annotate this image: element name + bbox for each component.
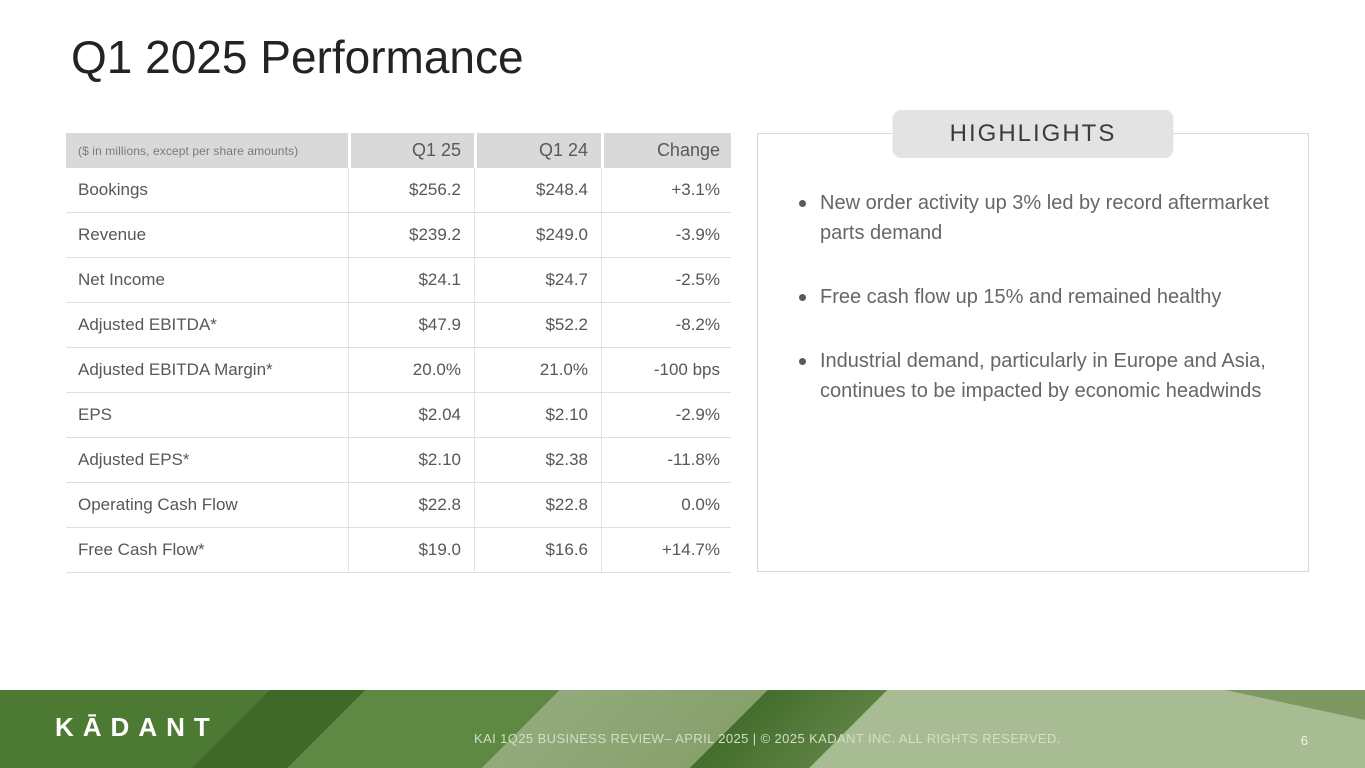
- highlights-heading: HIGHLIGHTS: [892, 110, 1174, 158]
- column-header-q1-25: Q1 25: [348, 133, 474, 168]
- metric-value-q1-25: $24.1: [348, 258, 474, 302]
- metric-value-q1-24: $22.8: [474, 483, 601, 527]
- metric-value-q1-25: $239.2: [348, 213, 474, 257]
- table-row: Operating Cash Flow $22.8 $22.8 0.0%: [66, 483, 731, 528]
- metric-value-q1-25: $2.04: [348, 393, 474, 437]
- footer-corner-accent: [1225, 690, 1365, 720]
- highlight-bullet: Free cash flow up 15% and remained healt…: [798, 282, 1280, 312]
- metric-change: -11.8%: [601, 438, 731, 482]
- metric-label: Adjusted EBITDA Margin*: [78, 360, 273, 379]
- footer-copyright: KAI 1Q25 BUSINESS REVIEW– APRIL 2025 | ©…: [474, 731, 1061, 746]
- metric-label: Net Income: [78, 270, 165, 289]
- metric-value-q1-24: $52.2: [474, 303, 601, 347]
- metric-value-q1-25: $19.0: [348, 528, 474, 572]
- bullet-dot-icon: [799, 294, 806, 301]
- footer-ribbon: KĀDANT: [0, 690, 1365, 768]
- metric-label: EPS: [78, 405, 113, 424]
- metric-label: Adjusted EBITDA*: [78, 315, 217, 334]
- highlights-panel: HIGHLIGHTS New order activity up 3% led …: [757, 110, 1309, 572]
- metric-change: +3.1%: [601, 168, 731, 212]
- metric-change: -2.5%: [601, 258, 731, 302]
- metric-value-q1-24: $2.10: [474, 393, 601, 437]
- metric-value-q1-24: $249.0: [474, 213, 601, 257]
- metric-value-q1-25: $2.10: [348, 438, 474, 482]
- bullet-dot-icon: [799, 358, 806, 365]
- metric-value-q1-24: 21.0%: [474, 348, 601, 392]
- metric-value-q1-24: $16.6: [474, 528, 601, 572]
- table-row: Free Cash Flow* $19.0 $16.6 +14.7%: [66, 528, 731, 573]
- metric-label: Operating Cash Flow: [78, 495, 238, 514]
- metric-change: +14.7%: [601, 528, 731, 572]
- metric-value-q1-25: $256.2: [348, 168, 474, 212]
- metric-value-q1-25: $47.9: [348, 303, 474, 347]
- metric-value-q1-24: $24.7: [474, 258, 601, 302]
- metric-change: -3.9%: [601, 213, 731, 257]
- table-row: Net Income $24.1 $24.7 -2.5%: [66, 258, 731, 303]
- highlight-text: New order activity up 3% led by record a…: [820, 192, 1270, 244]
- metric-value-q1-24: $248.4: [474, 168, 601, 212]
- metric-value-q1-24: $2.38: [474, 438, 601, 482]
- metric-change: -8.2%: [601, 303, 731, 347]
- column-header-q1-24: Q1 24: [474, 133, 601, 168]
- metric-value-q1-25: 20.0%: [348, 348, 474, 392]
- highlight-text: Free cash flow up 15% and remained healt…: [820, 286, 1222, 308]
- metric-change: 0.0%: [601, 483, 731, 527]
- table-row: Revenue $239.2 $249.0 -3.9%: [66, 213, 731, 258]
- table-row: Bookings $256.2 $248.4 +3.1%: [66, 168, 731, 213]
- metric-label: Free Cash Flow*: [78, 540, 205, 559]
- table-row: Adjusted EPS* $2.10 $2.38 -11.8%: [66, 438, 731, 483]
- table-units-note: ($ in millions, except per share amounts…: [78, 143, 299, 158]
- highlight-bullet: New order activity up 3% led by record a…: [798, 188, 1280, 248]
- kadant-logo: KĀDANT: [55, 712, 219, 742]
- financial-table: ($ in millions, except per share amounts…: [66, 133, 731, 573]
- table-row: EPS $2.04 $2.10 -2.9%: [66, 393, 731, 438]
- column-header-change: Change: [601, 133, 731, 168]
- metric-change: -100 bps: [601, 348, 731, 392]
- metric-label: Adjusted EPS*: [78, 450, 190, 469]
- metric-label: Revenue: [78, 225, 147, 244]
- metric-value-q1-25: $22.8: [348, 483, 474, 527]
- table-row: Adjusted EBITDA Margin* 20.0% 21.0% -100…: [66, 348, 731, 393]
- metric-label: Bookings: [78, 180, 148, 199]
- metric-change: -2.9%: [601, 393, 731, 437]
- highlight-text: Industrial demand, particularly in Europ…: [820, 350, 1266, 402]
- table-header-row: ($ in millions, except per share amounts…: [66, 133, 731, 168]
- slide-page-number: 6: [1300, 733, 1308, 748]
- highlights-list: New order activity up 3% led by record a…: [798, 188, 1280, 406]
- highlight-bullet: Industrial demand, particularly in Europ…: [798, 346, 1280, 406]
- page-title: Q1 2025 Performance: [71, 31, 524, 83]
- table-row: Adjusted EBITDA* $47.9 $52.2 -8.2%: [66, 303, 731, 348]
- bullet-dot-icon: [799, 200, 806, 207]
